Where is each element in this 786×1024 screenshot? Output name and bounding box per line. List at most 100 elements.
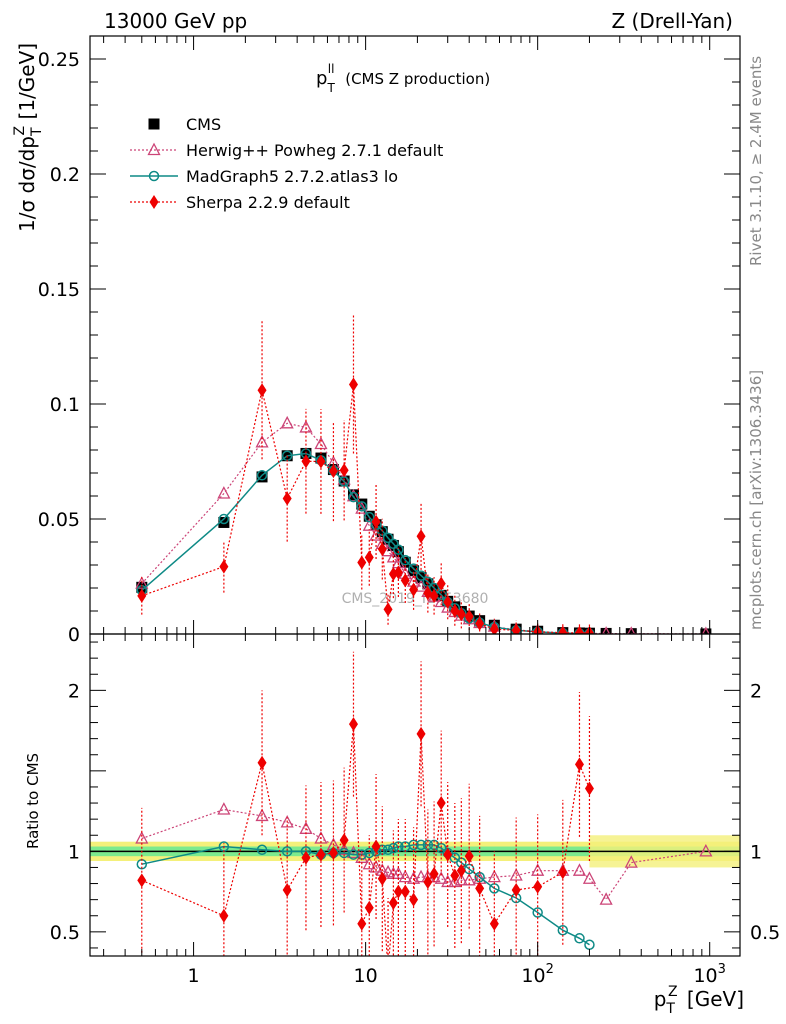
herwig-ratio-point <box>414 869 428 883</box>
madgraph5-point <box>393 544 404 555</box>
herwig-ratio-point <box>487 869 501 883</box>
sherpa-ratio-point <box>316 847 326 862</box>
main-y-tick-label: 0.25 <box>38 49 80 71</box>
sherpa-ratio-point <box>219 908 229 923</box>
sherpa-ratio-point <box>393 884 403 899</box>
sherpa-point <box>364 550 374 565</box>
sherpa-point <box>436 576 446 591</box>
main-y-tick-label: 0 <box>68 624 80 646</box>
sherpa-point <box>456 607 466 622</box>
sherpa-point <box>316 454 326 469</box>
sherpa-point <box>400 573 410 588</box>
sherpa-point <box>416 529 426 544</box>
cms-point <box>256 471 268 483</box>
madgraph5-point <box>356 501 368 512</box>
madgraph5-ratio-point <box>382 844 394 855</box>
herwig-point <box>355 501 369 514</box>
sherpa-ratio-point <box>371 839 381 854</box>
sherpa-ratio-point <box>416 726 426 741</box>
herwig-ratio-point <box>434 871 448 884</box>
sherpa-point <box>475 616 485 631</box>
legend-label-cms: CMS <box>186 115 221 134</box>
ratio-y-tick-label: 1 <box>68 841 80 863</box>
sherpa-point <box>423 586 433 601</box>
sherpa-point <box>257 383 267 398</box>
sherpa-point <box>393 565 403 580</box>
x-tick-label: 1 <box>188 965 200 987</box>
madgraph5-point <box>364 511 375 523</box>
cms-point <box>408 565 420 577</box>
herwig-point <box>701 626 710 634</box>
madgraph5-ratio-point <box>256 844 268 855</box>
sherpa-point <box>301 454 311 469</box>
ratio-frame <box>89 633 741 957</box>
sherpa-ratio-point <box>450 868 460 883</box>
legend-label-sherpa: Sherpa 2.2.9 default <box>186 193 350 212</box>
herwig-point <box>414 579 428 592</box>
sherpa-point <box>443 595 453 610</box>
x-tick-label: 10 <box>354 965 378 987</box>
sherpa-ratio-point <box>558 865 568 880</box>
sherpa-ratio-point <box>456 863 466 878</box>
madgraph5-point <box>400 554 411 566</box>
sherpa-point <box>137 588 147 603</box>
cms-point <box>136 581 148 593</box>
sherpa-ratio-point <box>339 833 349 848</box>
sherpa-point <box>489 622 499 634</box>
sherpa-ratio-point <box>533 879 543 894</box>
herwig-ratio-point <box>255 808 269 822</box>
sherpa-ratio-point <box>388 895 398 910</box>
sherpa-ratio-point <box>384 963 393 977</box>
herwig-point <box>602 626 611 634</box>
sherpa-point <box>429 588 439 603</box>
herwig-ratio-point <box>509 868 523 881</box>
sherpa-ratio-point <box>574 757 584 772</box>
madgraph5-ratio-point <box>574 933 585 944</box>
herwig-ratio-point <box>362 856 376 870</box>
sherpa-ratio-point <box>301 850 311 865</box>
sherpa-ratio-point <box>282 882 292 897</box>
sherpa-point <box>339 463 349 478</box>
madgraph5-ratio-point <box>364 847 375 859</box>
cms-point <box>347 489 359 501</box>
sherpa-point <box>511 623 521 634</box>
sherpa-ratio-point <box>584 781 594 796</box>
herwig-point <box>135 576 149 589</box>
herwig-ratio-point <box>624 855 638 868</box>
sherpa-ratio-point <box>328 845 338 860</box>
sherpa-ratio-point <box>257 755 267 770</box>
herwig-ratio-point <box>346 845 361 859</box>
sherpa-ratio-point <box>409 892 419 907</box>
sherpa-ratio-point <box>400 884 410 899</box>
legend-marker-sherpa <box>149 195 159 209</box>
plot-title: pTll (CMS Z production) <box>316 62 490 95</box>
rivet-label: Rivet 3.1.10, ≥ 2.4M events <box>747 56 765 266</box>
main-y-tick-label: 0.15 <box>38 279 80 301</box>
madgraph5-ratio-point <box>388 842 399 854</box>
sherpa-point <box>282 491 292 506</box>
madgraph5-ratio-point <box>408 839 419 851</box>
herwig-ratio-point <box>462 872 476 886</box>
cms-point <box>382 533 394 545</box>
sherpa-point <box>357 555 367 570</box>
herwig-ratio-point <box>699 843 713 857</box>
legend-label-herwig: Herwig++ Powheg 2.7.1 default <box>186 141 443 160</box>
sherpa-ratio-point <box>423 874 433 889</box>
cms-point <box>415 572 427 584</box>
sherpa-ratio-point <box>348 717 358 732</box>
sherpa-point <box>328 464 338 479</box>
legend-label-madgraph5: MadGraph5 2.7.2.atlas3 lo <box>186 167 398 186</box>
cms-point <box>700 628 712 634</box>
cms-point <box>625 628 637 634</box>
herwig-ratio-point <box>280 814 294 828</box>
sherpa-ratio-point <box>443 847 453 862</box>
mcplots-label: mcplots.cern.ch [arXiv:1306.3436] <box>747 370 765 630</box>
sherpa-point <box>383 602 393 617</box>
y-axis-label: 1/σ dσ/dpTZ [1/GeV] <box>12 43 45 232</box>
sherpa-point <box>409 582 419 597</box>
header-left: 13000 GeV pp <box>104 9 247 33</box>
x-axis-label: pTZ [GeV] <box>654 984 744 1017</box>
sherpa-ratio-point <box>489 916 499 931</box>
sherpa-point <box>464 609 474 624</box>
